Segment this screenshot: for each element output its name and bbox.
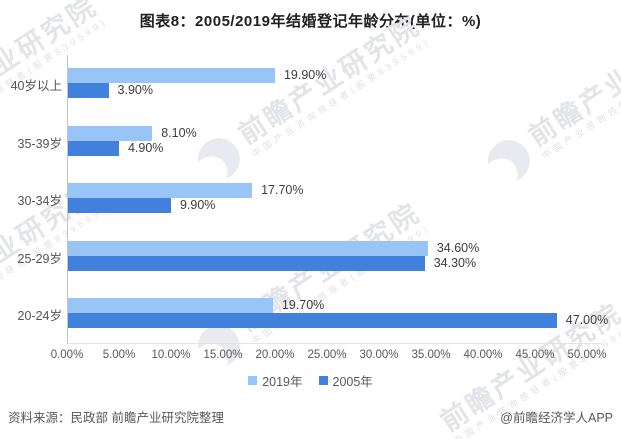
legend-item-2005年: 2005年 (318, 371, 373, 390)
value-label: 9.90% (179, 198, 216, 212)
legend-label: 2005年 (332, 375, 373, 389)
value-label: 3.90% (117, 83, 153, 97)
bar-2005年-25-29岁 (68, 255, 425, 271)
x-tick: 45.00% (515, 349, 555, 361)
watermark-sub-text: 中国产业咨询领导者(股票839599) (250, 35, 433, 160)
bar-2005年-35-39岁 (68, 140, 119, 156)
legend-swatch-icon (318, 376, 328, 385)
qianzhan-logo-icon (189, 130, 248, 189)
category-label: 20-24岁 (17, 309, 62, 323)
bar-2019年-20-24岁 (68, 298, 273, 313)
watermark: 前瞻产业研究院中国产业咨询领导者(股票839599) (189, 10, 433, 189)
bar-2019年-30-34岁 (68, 183, 253, 198)
watermark-text: 前瞻产业研究院中国产业咨询领导者(股票839599) (233, 10, 433, 160)
x-tick: 35.00% (411, 349, 451, 361)
value-label: 19.90% (283, 68, 327, 82)
bar-2019年-25-29岁 (68, 240, 428, 256)
footer: 资料来源：民政部 前瞻产业研究院整理 @前瞻经济学人APP (0, 407, 621, 426)
x-tick: 25.00% (307, 349, 347, 361)
source-note: 资料来源：民政部 前瞻产业研究院整理 (8, 411, 224, 425)
legend-swatch-icon (248, 376, 258, 385)
bar-2019年-40岁以上 (68, 68, 275, 83)
category-label: 40岁以上 (10, 79, 62, 93)
credit-note: @前瞻经济学人APP (500, 411, 613, 425)
x-tick: 20.00% (255, 349, 295, 361)
category-label: 30-34岁 (17, 194, 62, 208)
x-tick: 5.00% (102, 349, 136, 361)
legend: 2019年 2005年 (0, 371, 621, 390)
x-tick: 40.00% (463, 349, 503, 361)
legend-item-2019年: 2019年 (248, 371, 303, 390)
value-label: 8.10% (161, 125, 197, 140)
x-tick: 50.00% (567, 349, 607, 361)
value-label: 19.70% (281, 298, 325, 312)
watermark-main-text: 前瞻产业研究院 (523, 11, 621, 152)
value-label: 4.90% (127, 140, 164, 155)
qianzhan-logo-icon (479, 132, 538, 191)
value-label: 34.30% (433, 255, 477, 270)
x-tick: 15.00% (203, 349, 243, 361)
category-label: 35-39岁 (17, 136, 62, 151)
x-tick: 10.00% (151, 349, 191, 361)
y-axis-line (67, 55, 68, 344)
bar-2019年-35-39岁 (68, 125, 153, 141)
value-label: 47.00% (565, 313, 609, 327)
value-label: 34.60% (436, 240, 480, 255)
bar-2005年-30-34岁 (68, 198, 171, 213)
watermark: 前瞻产业研究院中国产业咨询领导者(股票839599) (479, 11, 621, 191)
value-label: 17.70% (261, 183, 304, 197)
x-tick: 30.00% (359, 349, 399, 361)
x-axis-line (67, 343, 601, 344)
watermark-text: 前瞻产业研究院中国产业咨询领导者(股票839599) (523, 11, 621, 162)
x-tick: 0.00% (50, 349, 84, 361)
watermark-sub-text: 中国产业咨询领导者(股票839599) (540, 37, 621, 162)
chart-title: 图表8：2005/2019年结婚登记年龄分布(单位：%) (139, 13, 482, 30)
bar-2005年-40岁以上 (68, 83, 109, 98)
category-label: 25-29岁 (17, 251, 62, 266)
bar-2005年-20-24岁 (68, 313, 557, 328)
legend-label: 2019年 (262, 375, 303, 389)
